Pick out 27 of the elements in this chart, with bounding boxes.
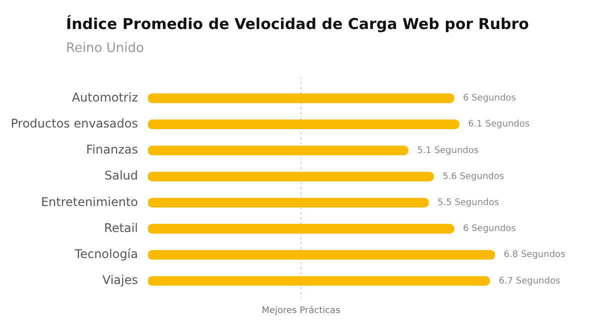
data-label: 6 Segundos <box>463 94 516 104</box>
bar <box>148 146 408 156</box>
y-tick-label: Entretenimiento <box>40 194 138 209</box>
bar <box>148 93 454 104</box>
data-label: 6 Segundos <box>463 224 516 234</box>
y-tick-label: Retail <box>104 220 138 235</box>
y-tick-label: Productos envasados <box>10 116 138 130</box>
data-label: 6.7 Segundos <box>498 276 560 286</box>
y-tick-label: Automotriz <box>72 90 138 104</box>
bar <box>148 250 496 260</box>
bar <box>148 172 434 182</box>
bar <box>148 120 460 130</box>
data-label: 5.6 Segundos <box>442 172 504 182</box>
bar <box>148 224 454 234</box>
data-label: 5.5 Segundos <box>438 198 500 208</box>
data-label: 6.1 Segundos <box>468 120 530 130</box>
bar <box>148 198 429 208</box>
y-tick-label: Finanzas <box>86 142 138 157</box>
ref-line-label: Mejores Prácticas <box>262 304 341 316</box>
data-label: 6.8 Segundos <box>504 250 566 260</box>
y-tick-label: Tecnología <box>74 246 138 261</box>
data-label: 5.1 Segundos <box>417 146 479 156</box>
y-tick-label: Viajes <box>102 273 138 288</box>
chart-title: Índice Promedio de Velocidad de Carga Web por Rubro <box>66 15 529 33</box>
bar <box>148 276 490 286</box>
chart-subtitle: Reino Unido <box>66 41 144 56</box>
y-tick-label: Salud <box>104 168 138 183</box>
